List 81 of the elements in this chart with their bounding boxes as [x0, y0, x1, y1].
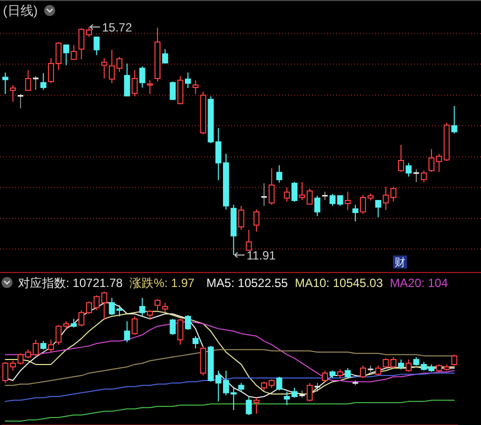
candlestick	[132, 316, 138, 336]
candlestick	[360, 365, 366, 379]
candlestick	[276, 376, 282, 391]
candlestick	[375, 365, 382, 376]
candlestick	[10, 84, 16, 102]
candlestick	[322, 191, 328, 200]
candlestick	[299, 390, 305, 398]
candlestick	[162, 48, 168, 64]
candlestick	[132, 70, 138, 97]
text: 涨跌%: 1.97	[130, 276, 195, 290]
candlestick	[330, 370, 336, 379]
candlestick	[344, 368, 351, 379]
text: MA10: 10545.03	[294, 276, 384, 290]
annotation: 11.91	[246, 248, 276, 262]
candlestick	[146, 310, 153, 321]
candlestick	[406, 359, 412, 372]
candlestick	[368, 365, 374, 372]
candlestick	[238, 205, 244, 230]
candlestick	[253, 209, 260, 232]
candlestick	[200, 91, 206, 135]
candlestick	[352, 204, 358, 222]
candlestick	[154, 298, 161, 312]
candlestick	[40, 340, 46, 350]
candlestick	[146, 80, 153, 95]
candlestick	[268, 168, 275, 206]
candlestick	[154, 27, 161, 82]
candlestick	[284, 186, 290, 202]
text: MA5: 10522.55	[206, 276, 288, 290]
candlestick	[63, 44, 70, 66]
candlestick	[162, 302, 168, 314]
candlestick	[200, 345, 206, 376]
candlestick	[18, 94, 24, 109]
candlestick	[2, 72, 8, 95]
candlestick	[70, 318, 77, 328]
candlestick	[238, 382, 244, 392]
candlestick	[344, 191, 351, 211]
candlestick	[25, 70, 32, 91]
candlestick	[101, 58, 108, 79]
candlestick	[413, 356, 420, 366]
candlestick	[48, 339, 54, 353]
candlestick	[246, 396, 252, 416]
candlestick	[276, 164, 282, 184]
candlestick	[451, 105, 458, 134]
candlestick	[253, 397, 260, 414]
candlestick	[139, 66, 146, 88]
candlestick	[413, 169, 420, 182]
candlestick	[124, 63, 130, 97]
candlestick	[40, 72, 46, 90]
candlestick	[451, 354, 458, 366]
candlestick	[322, 370, 328, 382]
candlestick	[291, 181, 298, 202]
candlestick	[261, 182, 267, 206]
candlestick	[192, 80, 199, 95]
text: 对应指数: 10721.78	[18, 276, 124, 290]
candlestick	[306, 382, 313, 402]
candlestick	[192, 336, 199, 349]
candlestick	[420, 170, 427, 182]
candlestick	[124, 320, 130, 343]
candlestick	[32, 76, 39, 90]
annotation: 15.72	[102, 20, 132, 34]
candlestick	[177, 318, 184, 346]
candlestick	[246, 229, 252, 251]
candlestick	[70, 44, 77, 60]
candlestick	[375, 200, 382, 218]
candlestick	[352, 380, 358, 386]
candlestick	[398, 359, 404, 370]
candlestick	[139, 297, 146, 317]
candlestick	[184, 72, 191, 89]
candlestick	[230, 204, 237, 256]
candlestick	[94, 36, 100, 56]
candlestick	[177, 76, 184, 105]
candlestick	[184, 314, 191, 330]
candlestick	[170, 80, 176, 101]
candlestick	[337, 368, 344, 379]
candlestick	[170, 318, 176, 336]
candlestick	[314, 195, 320, 217]
text: MA20: 104	[390, 276, 448, 290]
candlestick	[398, 144, 404, 172]
candlestick	[406, 162, 412, 178]
chart-title: (日线)	[3, 3, 38, 18]
candlestick	[314, 382, 320, 392]
